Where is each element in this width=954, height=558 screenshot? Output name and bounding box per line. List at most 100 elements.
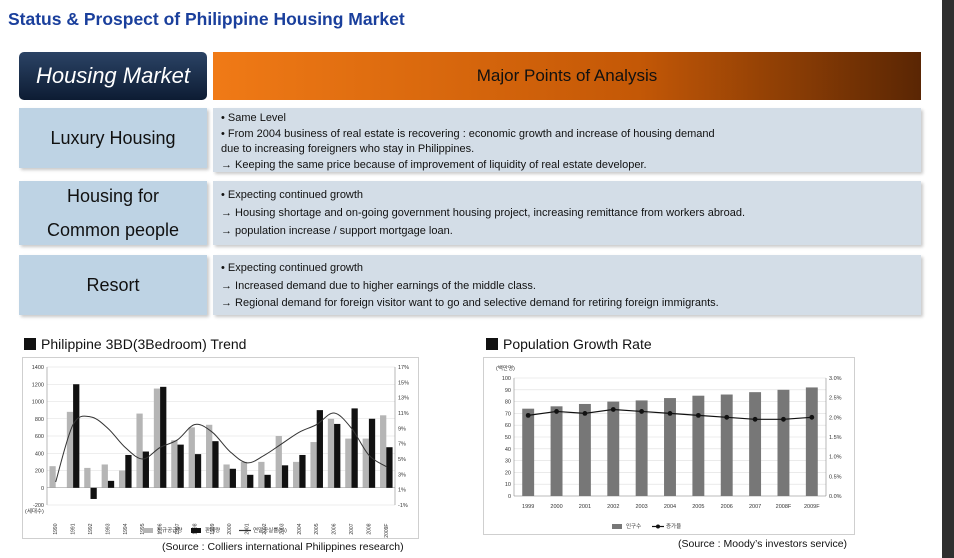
row-line: • Expecting continued growth bbox=[221, 262, 364, 274]
bar-a bbox=[171, 440, 178, 488]
chart2-title: Population Growth Rate bbox=[486, 336, 652, 352]
y2-tick-label: 7% bbox=[398, 442, 406, 448]
x-tick-label: 2004 bbox=[297, 523, 303, 534]
chart1-frame: -200 0 200 400 600 800 1000 1200 1400 -1% 1% 3% 5% 7%… bbox=[22, 357, 419, 539]
bar-b bbox=[299, 454, 306, 488]
row-label-luxury-housing: Luxury Housing bbox=[19, 108, 207, 168]
legend-swatch bbox=[656, 524, 660, 529]
row-line: → Keeping the same price because of impr… bbox=[221, 158, 647, 171]
row-line: → Housing shortage and on-going governme… bbox=[221, 207, 746, 219]
y2-tick-label: 13% bbox=[398, 396, 409, 402]
row-label-line: Common people bbox=[46, 220, 180, 240]
x-tick-label: 2005 bbox=[314, 523, 320, 534]
line-marker bbox=[639, 409, 645, 414]
x-tick-label: 1992 bbox=[88, 523, 94, 534]
y2-tick-label: 5% bbox=[398, 457, 406, 463]
x-tick-label: 2003 bbox=[279, 523, 285, 534]
y-tick-label: 1000 bbox=[32, 400, 44, 406]
y-tick-label: 10 bbox=[505, 482, 511, 488]
x-tick-label: 2007 bbox=[349, 523, 355, 534]
row-line: due to increasing foreigners who stay in… bbox=[221, 143, 475, 155]
chart2-source: (Source : Moody’s investors service) bbox=[678, 538, 848, 550]
x-tick-label: 2009F bbox=[804, 504, 820, 510]
line-marker bbox=[667, 411, 673, 416]
y-tick-label: -200 bbox=[33, 503, 44, 509]
line-marker bbox=[554, 409, 559, 414]
row-line: • Same Level bbox=[221, 112, 286, 124]
bar-a bbox=[664, 398, 676, 496]
y-tick-label: 200 bbox=[35, 469, 44, 475]
y2-tick-label: -1% bbox=[398, 503, 408, 509]
analysis-points-header: Major Points of Analysis bbox=[213, 52, 921, 100]
bar-a bbox=[692, 395, 705, 496]
x-tick-label: 2004 bbox=[664, 504, 676, 510]
y2-tick-label: 17% bbox=[398, 365, 409, 371]
x-tick-label: 2003 bbox=[636, 504, 648, 510]
y2-tick-label: 2.5% bbox=[829, 396, 842, 402]
bar-a bbox=[188, 427, 195, 488]
bullet-square-icon bbox=[486, 338, 498, 350]
window-edge-bar bbox=[942, 0, 954, 558]
y2-tick-label: 0.0% bbox=[829, 494, 842, 500]
x-tick-label: 2008F bbox=[776, 504, 792, 510]
bar-a bbox=[49, 466, 56, 488]
legend-label: 판매량 bbox=[205, 526, 220, 534]
x-tick-label: 1993 bbox=[105, 523, 111, 534]
row-line: → population increase / support mortgage… bbox=[221, 225, 453, 237]
bullet-square-icon bbox=[24, 338, 36, 350]
bar-a bbox=[749, 392, 762, 496]
bar-a bbox=[66, 411, 74, 488]
bar-b bbox=[316, 410, 323, 488]
x-tick-label: 1991 bbox=[71, 523, 77, 534]
line-marker bbox=[809, 414, 815, 420]
chart2-title-text: Population Growth Rate bbox=[503, 336, 652, 352]
x-tick-label: 1997 bbox=[175, 523, 181, 534]
y2-tick-label: 2.0% bbox=[829, 415, 842, 421]
row-line: • Expecting continued growth bbox=[221, 189, 364, 201]
bar-a bbox=[293, 461, 300, 488]
y2-tick-label: 15% bbox=[398, 380, 409, 386]
bar-b bbox=[142, 451, 149, 488]
row-label-common-housing: Housing for Common people bbox=[19, 181, 207, 245]
y2-tick-label: 9% bbox=[398, 426, 406, 432]
bar-a bbox=[522, 408, 535, 496]
y-tick-label: 400 bbox=[35, 451, 44, 457]
y-tick-label: 0 bbox=[41, 486, 44, 492]
x-tick-label: 2007 bbox=[749, 504, 761, 510]
line-marker bbox=[610, 407, 616, 412]
bar-b bbox=[73, 384, 80, 488]
chart2-svg: 0 10 20 30 40 50 60 70 80 90 100 0.0% 0.5% 1.0% 1.5% 2.… bbox=[496, 364, 842, 530]
bar-a bbox=[777, 389, 790, 496]
legend-label: 신규공급량 bbox=[157, 526, 182, 534]
bar-a bbox=[153, 388, 161, 488]
bar-b bbox=[351, 408, 358, 488]
line-marker bbox=[724, 414, 730, 420]
x-tick-label: 2006 bbox=[332, 523, 338, 534]
y-tick-label: 70 bbox=[505, 411, 511, 417]
bar-b bbox=[281, 465, 289, 488]
bar-a bbox=[240, 461, 248, 488]
y-tick-label: 1400 bbox=[32, 365, 44, 371]
y-unit-label: (세대수) bbox=[25, 507, 44, 515]
housing-market-header: Housing Market bbox=[19, 52, 207, 100]
bar-a bbox=[380, 415, 387, 488]
bar-b bbox=[194, 454, 202, 488]
y2-tick-label: 3% bbox=[398, 472, 406, 478]
x-tick-label: 2001 bbox=[245, 523, 251, 534]
bar-b bbox=[386, 447, 393, 488]
x-tick-label: 1999 bbox=[210, 523, 216, 534]
x-tick-label: 1994 bbox=[123, 523, 129, 534]
bar-a bbox=[119, 470, 126, 488]
bar-b bbox=[247, 474, 254, 488]
y-tick-label: 600 bbox=[35, 434, 44, 440]
bar-a bbox=[635, 400, 648, 496]
bar-a bbox=[223, 464, 230, 488]
bar-b bbox=[334, 423, 341, 488]
x-tick-label: 1996 bbox=[158, 523, 164, 534]
bar-a bbox=[310, 442, 317, 488]
y2-tick-label: 0.5% bbox=[829, 474, 842, 480]
chart1-title: Philippine 3BD(3Bedroom) Trend bbox=[24, 336, 246, 352]
x-tick-label: 1999 bbox=[522, 504, 534, 510]
chart1-source: (Source : Colliers international Philipp… bbox=[162, 541, 404, 553]
y-tick-label: 1200 bbox=[32, 382, 44, 388]
